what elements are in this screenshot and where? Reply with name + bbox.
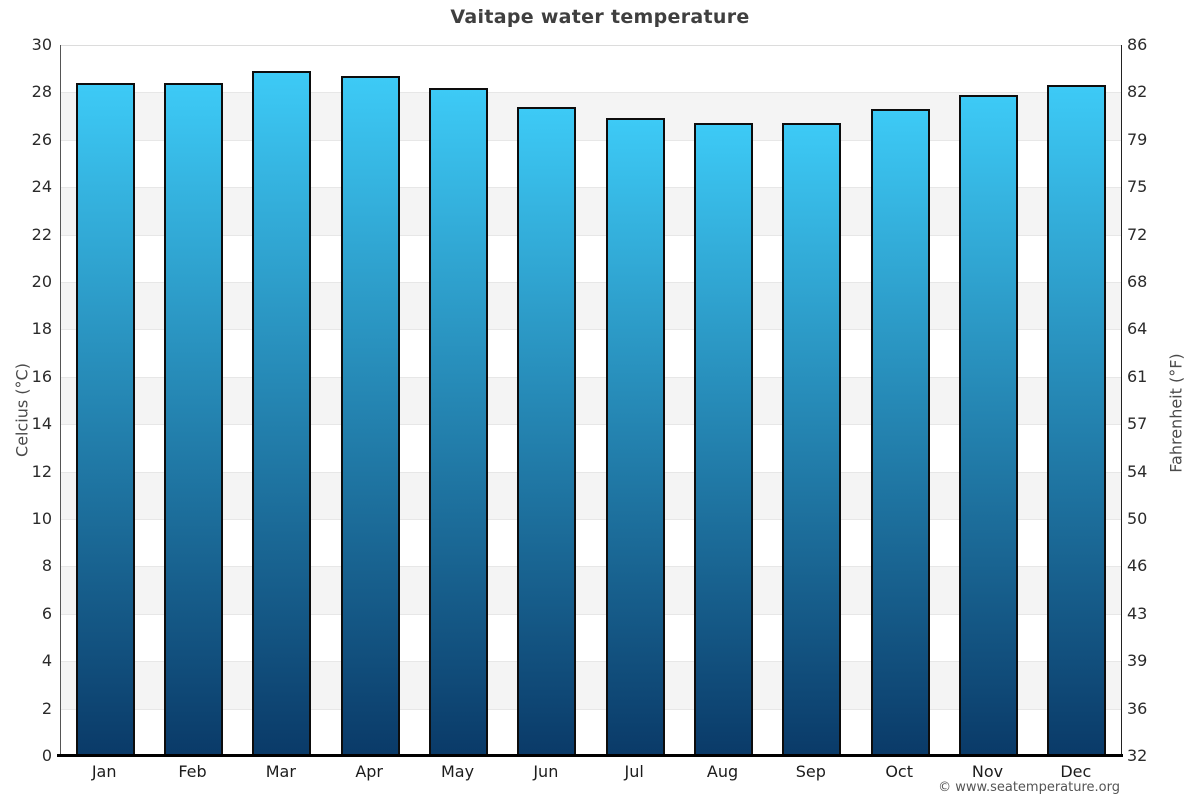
month-label-jul: Jul bbox=[624, 762, 644, 781]
bar-feb bbox=[164, 82, 223, 756]
celsius-tick-label: 8 bbox=[41, 556, 52, 576]
bar-may bbox=[429, 87, 488, 756]
grid-band bbox=[61, 282, 1121, 330]
gridline bbox=[61, 187, 1121, 189]
gridline bbox=[61, 566, 1121, 568]
bar-jul bbox=[605, 118, 665, 756]
fahrenheit-tick-label: 50 bbox=[1127, 509, 1148, 528]
celsius-axis-title: Celcius (°C) bbox=[12, 363, 32, 457]
grid-band bbox=[61, 187, 1121, 235]
fahrenheit-tick-label: 75 bbox=[1127, 177, 1148, 197]
gridline bbox=[61, 282, 1121, 283]
fahrenheit-tick-label: 61 bbox=[1127, 366, 1148, 386]
bar-oct bbox=[870, 109, 930, 756]
grid-band bbox=[61, 92, 1121, 140]
fahrenheit-tick-label: 32 bbox=[1127, 746, 1148, 765]
grid-band bbox=[61, 234, 1121, 282]
bar-jan bbox=[75, 82, 135, 756]
grid-band bbox=[61, 471, 1121, 519]
x-axis-line bbox=[57, 754, 1123, 757]
grid-band bbox=[61, 708, 1121, 756]
grid-band bbox=[61, 661, 1121, 709]
gridline bbox=[61, 376, 1121, 378]
gridline bbox=[61, 424, 1121, 426]
celsius-tick-label: 24 bbox=[31, 177, 52, 197]
grid-band bbox=[61, 45, 1121, 93]
bar-nov bbox=[959, 94, 1018, 756]
month-label-apr: Apr bbox=[355, 762, 383, 781]
fahrenheit-tick-label: 54 bbox=[1127, 461, 1148, 481]
fahrenheit-tick-label: 57 bbox=[1127, 414, 1148, 434]
celsius-tick-label: 20 bbox=[31, 272, 52, 291]
gridline bbox=[61, 613, 1121, 615]
month-label-jan: Jan bbox=[91, 762, 117, 781]
gridline bbox=[61, 519, 1121, 520]
celsius-tick-label: 6 bbox=[41, 603, 52, 623]
month-label-aug: Aug bbox=[706, 762, 739, 781]
month-label-dec: Dec bbox=[1060, 762, 1092, 781]
bar-apr bbox=[340, 75, 400, 756]
gridline bbox=[61, 471, 1121, 473]
month-label-feb: Feb bbox=[178, 762, 207, 781]
grid-band bbox=[61, 613, 1121, 662]
fahrenheit-tick-label: 43 bbox=[1127, 603, 1148, 623]
fahrenheit-tick-label: 64 bbox=[1127, 319, 1148, 339]
celsius-tick-label: 0 bbox=[41, 746, 52, 765]
celsius-tick-label: 2 bbox=[41, 698, 52, 718]
month-label-oct: Oct bbox=[885, 762, 913, 781]
month-label-may: May bbox=[440, 762, 475, 781]
fahrenheit-tick-label: 68 bbox=[1127, 272, 1148, 291]
fahrenheit-tick-label: 86 bbox=[1127, 35, 1148, 54]
celsius-tick-label: 22 bbox=[31, 224, 52, 244]
fahrenheit-tick-label: 39 bbox=[1127, 651, 1148, 671]
grid-band bbox=[61, 519, 1121, 567]
gridline bbox=[61, 92, 1121, 94]
gridline bbox=[61, 139, 1121, 141]
fahrenheit-tick-label: 46 bbox=[1127, 556, 1148, 576]
grid-band bbox=[61, 139, 1121, 188]
grid-band bbox=[61, 424, 1121, 472]
celsius-tick-label: 12 bbox=[31, 461, 52, 481]
grid-band bbox=[61, 566, 1121, 614]
grid-band bbox=[61, 376, 1121, 425]
grid-band bbox=[61, 329, 1121, 377]
chart-title: Vaitape water temperature bbox=[450, 6, 750, 28]
gridline bbox=[61, 708, 1121, 710]
celsius-tick-label: 16 bbox=[31, 366, 52, 386]
celsius-tick-label: 26 bbox=[31, 129, 52, 149]
bar-aug bbox=[694, 123, 753, 756]
month-label-mar: Mar bbox=[265, 762, 296, 781]
fahrenheit-tick-label: 79 bbox=[1127, 129, 1148, 149]
month-label-nov: Nov bbox=[971, 762, 1004, 781]
bar-dec bbox=[1047, 85, 1107, 756]
bar-jun bbox=[517, 106, 577, 756]
plot-area bbox=[60, 45, 1122, 756]
fahrenheit-axis-title: Fahrenheit (°F) bbox=[1166, 353, 1186, 473]
gridline bbox=[61, 45, 1121, 46]
month-label-jun: Jun bbox=[533, 762, 559, 781]
celsius-tick-label: 28 bbox=[31, 82, 52, 102]
fahrenheit-tick-label: 72 bbox=[1127, 224, 1148, 244]
gridline bbox=[61, 329, 1121, 331]
celsius-tick-label: 18 bbox=[31, 319, 52, 339]
celsius-tick-label: 30 bbox=[31, 35, 52, 54]
celsius-tick-label: 14 bbox=[31, 414, 52, 434]
fahrenheit-tick-label: 36 bbox=[1127, 698, 1148, 718]
month-label-sep: Sep bbox=[795, 762, 826, 781]
bar-sep bbox=[782, 123, 842, 756]
fahrenheit-tick-label: 82 bbox=[1127, 82, 1148, 102]
copyright-credit: © www.seatemperature.org bbox=[938, 780, 1120, 795]
celsius-tick-label: 10 bbox=[31, 509, 52, 528]
celsius-tick-label: 4 bbox=[41, 651, 52, 671]
bar-mar bbox=[252, 71, 312, 756]
gridline bbox=[61, 661, 1121, 663]
gridline bbox=[61, 234, 1121, 236]
